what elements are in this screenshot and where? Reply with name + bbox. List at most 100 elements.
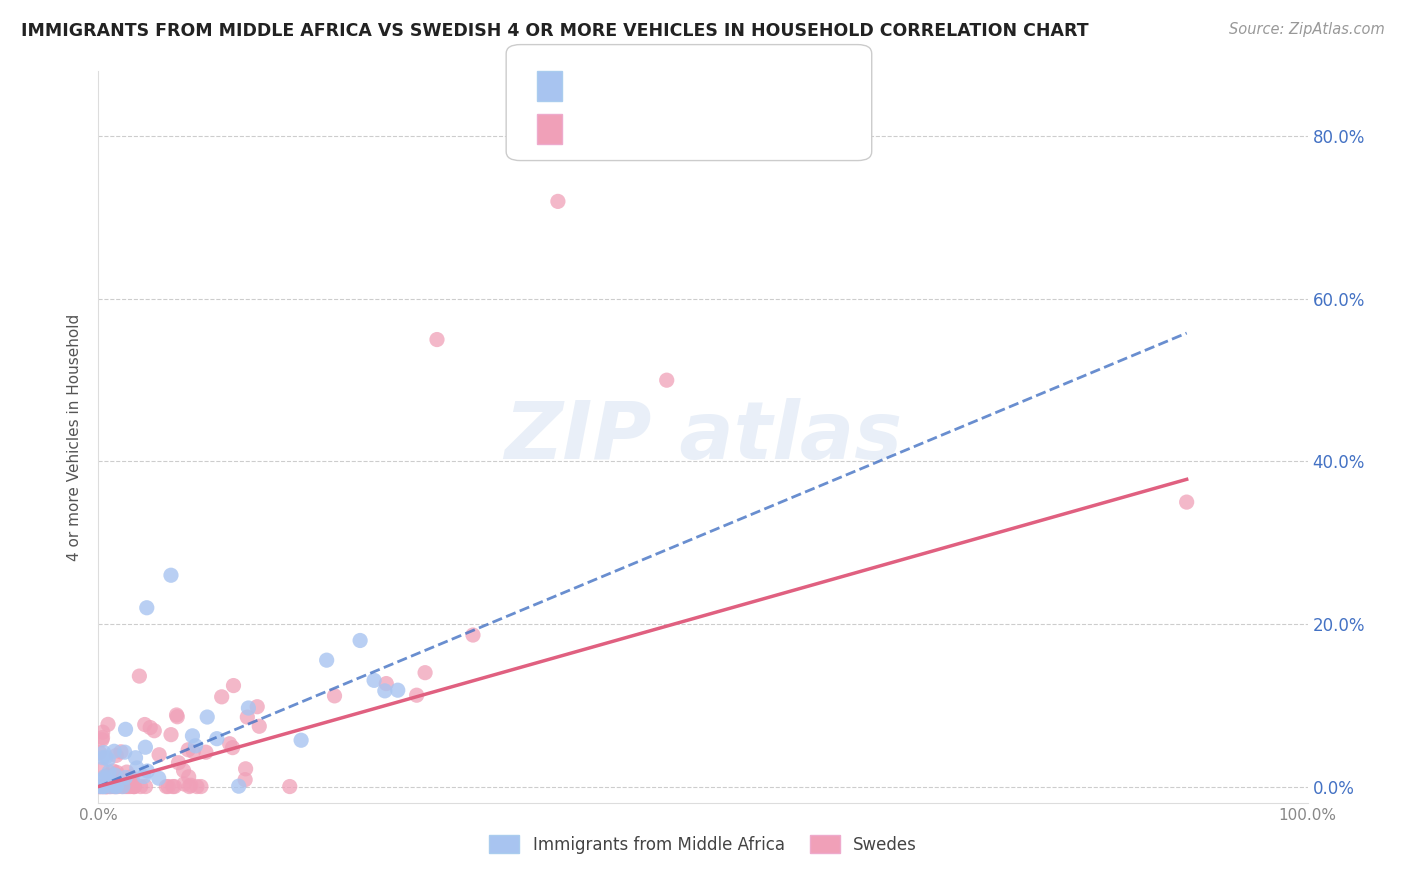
Point bbox=[135, 600, 157, 615]
Point bbox=[90, 780, 112, 794]
Point bbox=[160, 568, 183, 582]
Point bbox=[173, 777, 195, 791]
Point bbox=[128, 669, 150, 683]
Point bbox=[96, 780, 118, 794]
Point bbox=[290, 733, 312, 747]
Point bbox=[117, 780, 139, 794]
Point bbox=[374, 684, 396, 698]
Point bbox=[413, 665, 436, 680]
Point bbox=[103, 780, 125, 794]
Point bbox=[89, 779, 111, 793]
Point bbox=[94, 772, 117, 786]
Point bbox=[94, 770, 117, 784]
Point bbox=[363, 673, 385, 688]
Point bbox=[93, 780, 115, 794]
Point bbox=[278, 780, 301, 794]
Point bbox=[190, 780, 212, 794]
Point bbox=[97, 780, 120, 794]
Point bbox=[93, 775, 115, 789]
Point bbox=[180, 778, 202, 792]
Point bbox=[177, 743, 200, 757]
Point bbox=[104, 780, 127, 794]
Point bbox=[100, 780, 122, 794]
Point bbox=[114, 723, 136, 737]
Point bbox=[122, 778, 145, 792]
Point bbox=[89, 746, 111, 760]
Point bbox=[218, 737, 240, 751]
Text: IMMIGRANTS FROM MIDDLE AFRICA VS SWEDISH 4 OR MORE VEHICLES IN HOUSEHOLD CORRELA: IMMIGRANTS FROM MIDDLE AFRICA VS SWEDISH… bbox=[21, 22, 1088, 40]
Point bbox=[93, 746, 115, 760]
Point bbox=[655, 373, 678, 387]
Point bbox=[100, 771, 122, 785]
Point bbox=[100, 780, 122, 794]
Point bbox=[124, 750, 146, 764]
Point bbox=[91, 732, 114, 747]
Point bbox=[129, 780, 152, 794]
Point bbox=[194, 745, 217, 759]
Point bbox=[91, 780, 114, 794]
Text: ZIP atlas: ZIP atlas bbox=[503, 398, 903, 476]
Point bbox=[148, 747, 170, 762]
Point bbox=[547, 194, 569, 209]
Point bbox=[162, 780, 184, 794]
Point bbox=[114, 771, 136, 785]
Point bbox=[155, 780, 177, 794]
Point bbox=[157, 780, 180, 794]
Point bbox=[160, 728, 183, 742]
Point bbox=[134, 740, 156, 755]
Point bbox=[91, 725, 114, 739]
Point bbox=[104, 780, 127, 794]
Point bbox=[96, 769, 118, 783]
Point bbox=[166, 708, 188, 723]
Point bbox=[132, 769, 155, 783]
Point bbox=[205, 731, 228, 746]
Point bbox=[90, 773, 112, 788]
Point bbox=[90, 780, 112, 794]
Point bbox=[124, 780, 146, 794]
Point bbox=[235, 762, 257, 776]
Point bbox=[96, 780, 118, 794]
Point bbox=[103, 780, 125, 794]
Point bbox=[105, 748, 128, 763]
Point bbox=[315, 653, 337, 667]
Point bbox=[426, 333, 449, 347]
Point bbox=[91, 750, 114, 764]
Point bbox=[136, 764, 159, 778]
Point bbox=[405, 688, 427, 702]
Point bbox=[94, 780, 117, 794]
Point bbox=[98, 780, 121, 794]
Point bbox=[104, 768, 127, 782]
Point bbox=[349, 633, 371, 648]
Point bbox=[94, 750, 117, 764]
Point bbox=[89, 780, 111, 794]
Point bbox=[148, 771, 170, 785]
Point bbox=[107, 780, 129, 794]
Point bbox=[246, 699, 269, 714]
Point bbox=[387, 683, 409, 698]
Point bbox=[115, 765, 138, 780]
Point bbox=[120, 770, 142, 784]
Point bbox=[177, 770, 200, 784]
Point bbox=[90, 762, 112, 776]
Point bbox=[167, 756, 190, 770]
Point bbox=[114, 780, 136, 794]
Point bbox=[181, 729, 204, 743]
Point bbox=[94, 780, 117, 794]
Point bbox=[134, 717, 156, 731]
Point bbox=[100, 776, 122, 790]
Point bbox=[91, 780, 114, 794]
Point bbox=[228, 779, 250, 793]
Point bbox=[166, 710, 188, 724]
Point bbox=[98, 765, 121, 780]
Point bbox=[89, 780, 111, 794]
Point bbox=[105, 765, 128, 780]
Point bbox=[461, 628, 484, 642]
Point bbox=[91, 731, 114, 745]
Point bbox=[103, 744, 125, 758]
Text: R = 0.571   N = 86: R = 0.571 N = 86 bbox=[574, 117, 758, 135]
Point bbox=[181, 745, 204, 759]
Point bbox=[105, 780, 128, 794]
Point bbox=[222, 679, 245, 693]
Point bbox=[134, 780, 156, 794]
Point bbox=[111, 780, 134, 794]
